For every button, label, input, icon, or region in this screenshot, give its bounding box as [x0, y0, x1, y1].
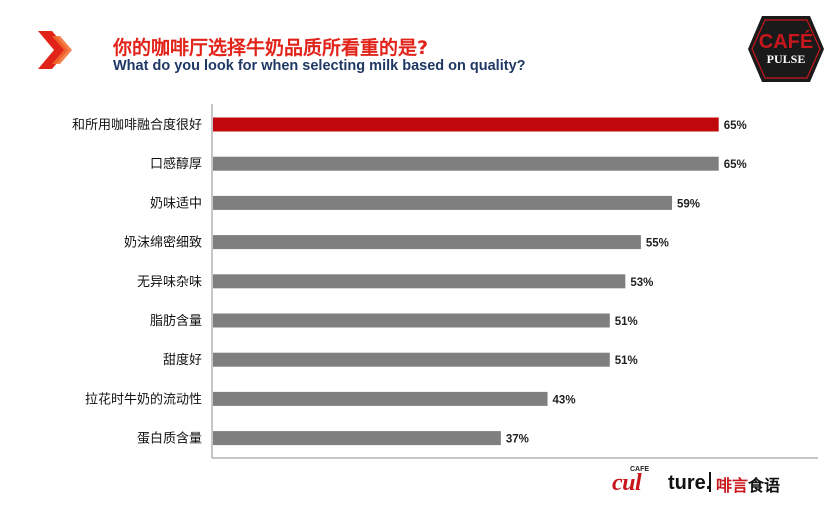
value-label-5: 51%: [615, 316, 638, 328]
category-label-1: 口感醇厚: [150, 156, 202, 172]
cafe-pulse-logo: CAFÉ PULSE: [748, 16, 824, 82]
chart-subtitle: What do you look for when selecting milk…: [113, 58, 526, 74]
bar-2: [213, 195, 673, 210]
value-label-1: 65%: [724, 159, 747, 171]
bar-1: [213, 156, 719, 171]
category-label-5: 脂肪含量: [150, 313, 202, 329]
value-label-2: 59%: [677, 198, 700, 210]
value-label-6: 51%: [615, 355, 638, 367]
value-label-0: 65%: [724, 120, 747, 132]
category-label-6: 甜度好: [163, 352, 202, 368]
value-label-3: 55%: [646, 238, 669, 250]
bar-4: [213, 274, 626, 289]
category-label-7: 拉花时牛奶的流动性: [85, 391, 202, 407]
value-label-4: 53%: [630, 277, 653, 289]
category-label-8: 蛋白质含量: [137, 431, 202, 447]
bar-7: [213, 391, 548, 406]
bar-8: [213, 431, 501, 446]
chart-title: 你的咖啡厅选择牛奶品质所看重的是?: [113, 37, 429, 59]
bar-3: [213, 235, 641, 250]
category-label-0: 和所用咖啡融合度很好: [72, 117, 202, 133]
value-label-8: 37%: [506, 434, 529, 446]
svg-text:CAFÉ: CAFÉ: [759, 30, 813, 53]
category-label-4: 无异味杂味: [137, 275, 202, 290]
bar-6: [213, 352, 610, 367]
category-label-2: 奶味适中: [150, 196, 202, 211]
double-chevron-right-icon: [38, 31, 72, 69]
svg-text:PULSE: PULSE: [767, 52, 806, 66]
category-label-3: 奶沫绵密细致: [124, 235, 202, 251]
value-label-7: 43%: [553, 394, 576, 406]
bar-5: [213, 313, 610, 328]
bar-0: [213, 117, 719, 132]
